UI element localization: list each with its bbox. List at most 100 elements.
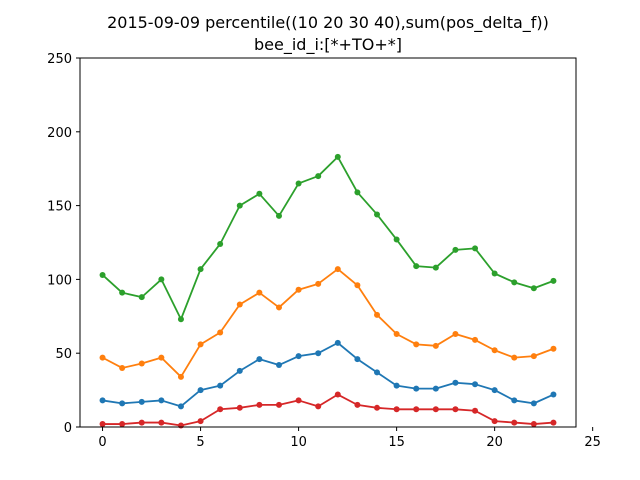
data-point — [452, 246, 459, 253]
series-line-3 — [102, 393, 554, 427]
x-tick-label: 5 — [196, 435, 204, 450]
data-point — [315, 403, 322, 410]
data-point — [177, 316, 184, 323]
data-point — [138, 398, 145, 405]
data-point — [432, 264, 439, 271]
data-point — [452, 406, 459, 413]
data-point — [550, 419, 557, 426]
data-point — [99, 421, 106, 428]
data-point — [354, 356, 361, 363]
data-point — [393, 331, 400, 338]
data-point — [275, 212, 282, 219]
data-point — [158, 354, 165, 361]
data-point — [119, 364, 126, 371]
x-tick-label: 0 — [98, 435, 106, 450]
data-point — [99, 354, 106, 361]
data-point — [295, 180, 302, 187]
data-point — [256, 289, 263, 296]
data-point — [236, 367, 243, 374]
x-tick-label: 20 — [486, 435, 503, 450]
data-point — [295, 286, 302, 293]
series-line-0 — [101, 155, 554, 321]
data-point — [334, 153, 341, 160]
data-point — [413, 385, 420, 392]
data-point — [177, 373, 184, 380]
y-tick-label: 200 — [47, 126, 72, 141]
data-point — [119, 289, 126, 296]
y-tick-label: 50 — [55, 347, 72, 362]
data-point — [158, 419, 165, 426]
data-point — [295, 353, 302, 360]
data-point — [491, 387, 498, 394]
data-point — [393, 406, 400, 413]
x-tick-label: 25 — [584, 435, 601, 450]
data-point — [452, 331, 459, 338]
data-point — [413, 341, 420, 348]
data-point — [315, 280, 322, 287]
data-point — [511, 354, 518, 361]
data-point — [374, 369, 381, 376]
y-tick-label: 100 — [47, 273, 72, 288]
data-point — [472, 381, 479, 388]
data-point — [158, 397, 165, 404]
data-point — [550, 277, 557, 284]
data-point — [236, 404, 243, 411]
data-point — [374, 404, 381, 411]
data-point — [275, 304, 282, 311]
data-point — [138, 360, 145, 367]
series-line-1 — [102, 268, 554, 378]
data-point — [177, 403, 184, 410]
data-point — [197, 266, 204, 273]
data-point — [374, 211, 381, 218]
data-point — [472, 336, 479, 343]
data-point — [236, 301, 243, 308]
data-point — [138, 419, 145, 426]
data-point — [393, 236, 400, 243]
data-point — [432, 385, 439, 392]
data-point — [197, 387, 204, 394]
data-point — [354, 401, 361, 408]
data-point — [217, 240, 224, 247]
data-point — [452, 379, 459, 386]
data-point — [550, 345, 557, 352]
data-point — [530, 421, 537, 428]
data-point — [256, 190, 263, 197]
data-point — [315, 350, 322, 357]
data-point — [99, 397, 106, 404]
data-point — [217, 382, 224, 389]
data-point — [275, 401, 282, 408]
data-point — [511, 397, 518, 404]
data-point — [413, 406, 420, 413]
data-point — [158, 276, 165, 283]
data-point — [334, 391, 341, 398]
data-point — [530, 400, 537, 407]
data-point — [138, 294, 145, 301]
data-point — [119, 421, 126, 428]
data-point — [177, 422, 184, 429]
data-point — [432, 342, 439, 349]
data-point — [472, 407, 479, 414]
data-point — [393, 382, 400, 389]
data-point — [413, 263, 420, 270]
data-point — [99, 271, 106, 278]
data-point — [354, 282, 361, 289]
data-point — [511, 279, 518, 286]
data-point — [432, 406, 439, 413]
data-point — [491, 270, 498, 277]
data-point — [275, 362, 282, 369]
data-point — [217, 329, 224, 336]
data-point — [236, 202, 243, 209]
data-point — [472, 245, 479, 252]
data-point — [119, 400, 126, 407]
x-tick-label: 15 — [388, 435, 405, 450]
data-point — [511, 419, 518, 426]
data-point — [530, 285, 537, 292]
data-point — [530, 353, 537, 360]
data-point — [197, 418, 204, 425]
data-point — [315, 173, 322, 180]
y-tick-label: 0 — [64, 421, 72, 436]
